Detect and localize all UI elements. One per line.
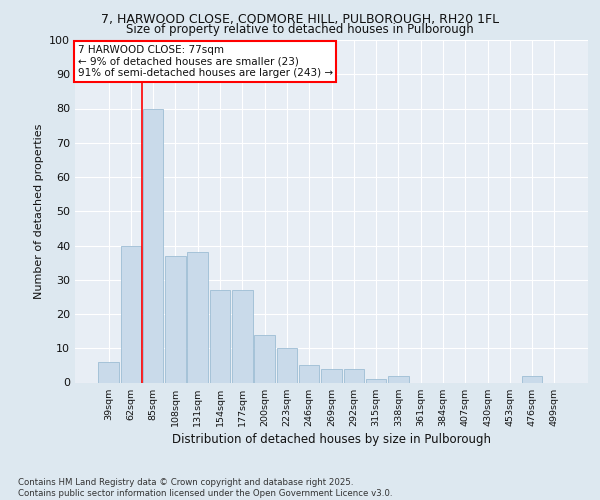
- Bar: [232, 290, 253, 382]
- Bar: [321, 369, 342, 382]
- Text: 7, HARWOOD CLOSE, CODMORE HILL, PULBOROUGH, RH20 1FL: 7, HARWOOD CLOSE, CODMORE HILL, PULBOROU…: [101, 12, 499, 26]
- X-axis label: Distribution of detached houses by size in Pulborough: Distribution of detached houses by size …: [172, 433, 491, 446]
- Text: 7 HARWOOD CLOSE: 77sqm
← 9% of detached houses are smaller (23)
91% of semi-deta: 7 HARWOOD CLOSE: 77sqm ← 9% of detached …: [77, 45, 332, 78]
- Bar: [98, 362, 119, 382]
- Bar: [299, 366, 319, 382]
- Bar: [187, 252, 208, 382]
- Bar: [121, 246, 141, 382]
- Text: Contains HM Land Registry data © Crown copyright and database right 2025.
Contai: Contains HM Land Registry data © Crown c…: [18, 478, 392, 498]
- Bar: [210, 290, 230, 382]
- Bar: [143, 108, 163, 382]
- Bar: [254, 334, 275, 382]
- Bar: [165, 256, 186, 382]
- Text: Size of property relative to detached houses in Pulborough: Size of property relative to detached ho…: [126, 22, 474, 36]
- Bar: [388, 376, 409, 382]
- Bar: [344, 369, 364, 382]
- Y-axis label: Number of detached properties: Number of detached properties: [34, 124, 44, 299]
- Bar: [522, 376, 542, 382]
- Bar: [277, 348, 297, 382]
- Bar: [366, 379, 386, 382]
